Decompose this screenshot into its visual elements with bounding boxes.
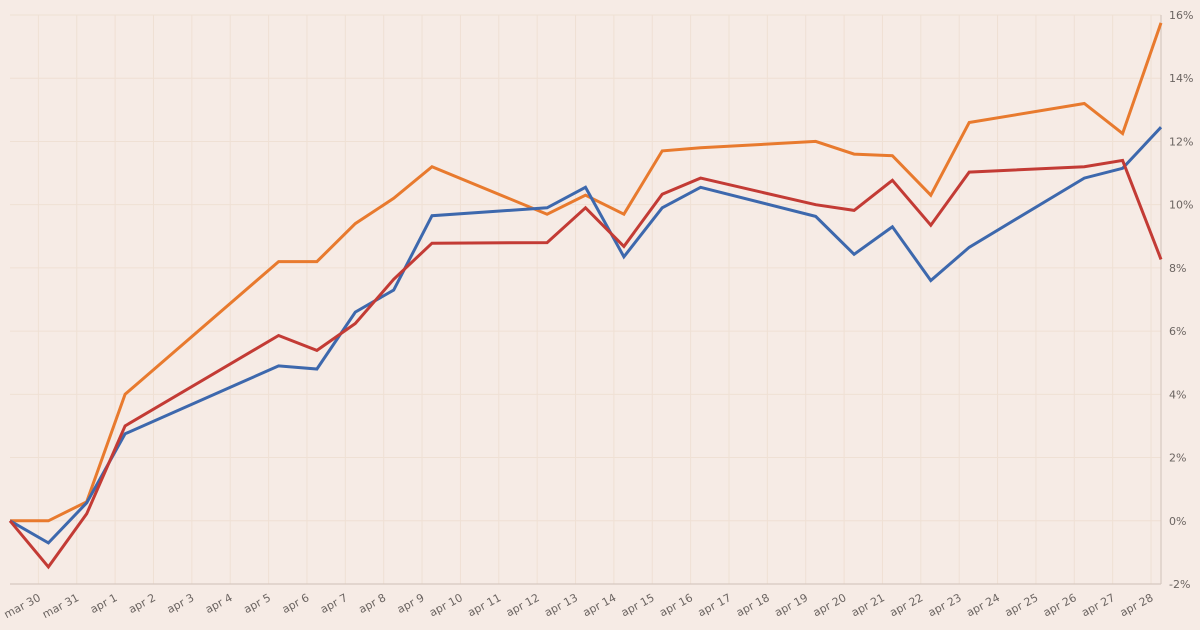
- y-tick-label: 8%: [1169, 262, 1186, 275]
- y-tick-label: -2%: [1169, 578, 1190, 591]
- series-line-blue: [9, 126, 1163, 545]
- x-tick-label: apr 10: [427, 591, 465, 619]
- x-tick-label: apr 2: [126, 591, 157, 616]
- x-tick-label: apr 7: [318, 591, 349, 616]
- series-line-orange: [10, 22, 1163, 523]
- x-tick-label: apr 28: [1118, 591, 1156, 619]
- x-tick-label: apr 4: [203, 591, 234, 616]
- x-tick-label: apr 5: [242, 591, 273, 616]
- series-line-red: [8, 158, 1163, 570]
- x-tick-label: apr 16: [657, 591, 695, 619]
- grid: [10, 14, 1161, 584]
- x-tick-label: apr 21: [849, 591, 887, 619]
- x-tick-label: apr 12: [504, 591, 542, 619]
- y-tick-label: 0%: [1169, 515, 1186, 528]
- x-tick-label: apr 13: [542, 591, 580, 619]
- x-tick-label: apr 15: [619, 591, 657, 619]
- x-tick-label: apr 23: [926, 591, 964, 619]
- series-lines: [8, 22, 1163, 570]
- axes: [10, 15, 1162, 585]
- x-tick-label: apr 19: [772, 591, 810, 619]
- y-tick-label: 16%: [1169, 9, 1193, 22]
- y-tick-label: 6%: [1169, 325, 1186, 338]
- x-tick-label: apr 11: [466, 591, 504, 619]
- y-tick-label: 12%: [1169, 135, 1193, 148]
- x-tick-label: apr 24: [964, 591, 1002, 619]
- y-tick-label: 2%: [1169, 452, 1186, 465]
- x-tick-label: apr 8: [357, 591, 388, 616]
- x-tick-label: apr 27: [1079, 591, 1117, 619]
- x-tick-label: apr 20: [811, 591, 849, 619]
- x-tick-label: mar 30: [2, 591, 43, 621]
- x-tick-label: apr 14: [581, 591, 619, 619]
- y-tick-label: 10%: [1169, 199, 1193, 212]
- y-tick-label: 4%: [1169, 388, 1186, 401]
- x-tick-label: apr 1: [88, 591, 119, 616]
- x-tick-label: apr 3: [165, 591, 196, 616]
- x-tick-label: mar 31: [40, 591, 81, 621]
- x-tick-label: apr 6: [280, 591, 311, 616]
- x-tick-label: apr 22: [888, 591, 926, 619]
- x-tick-label: apr 9: [395, 591, 426, 616]
- y-axis-labels: -2% 0% 2% 4% 6% 8% 10% 12% 14% 16%: [1169, 9, 1193, 591]
- x-tick-label: apr 26: [1041, 591, 1079, 619]
- x-tick-label: apr 18: [734, 591, 772, 619]
- y-tick-label: 14%: [1169, 72, 1193, 85]
- x-tick-label: apr 25: [1003, 591, 1041, 619]
- x-tick-label: apr 17: [696, 591, 734, 619]
